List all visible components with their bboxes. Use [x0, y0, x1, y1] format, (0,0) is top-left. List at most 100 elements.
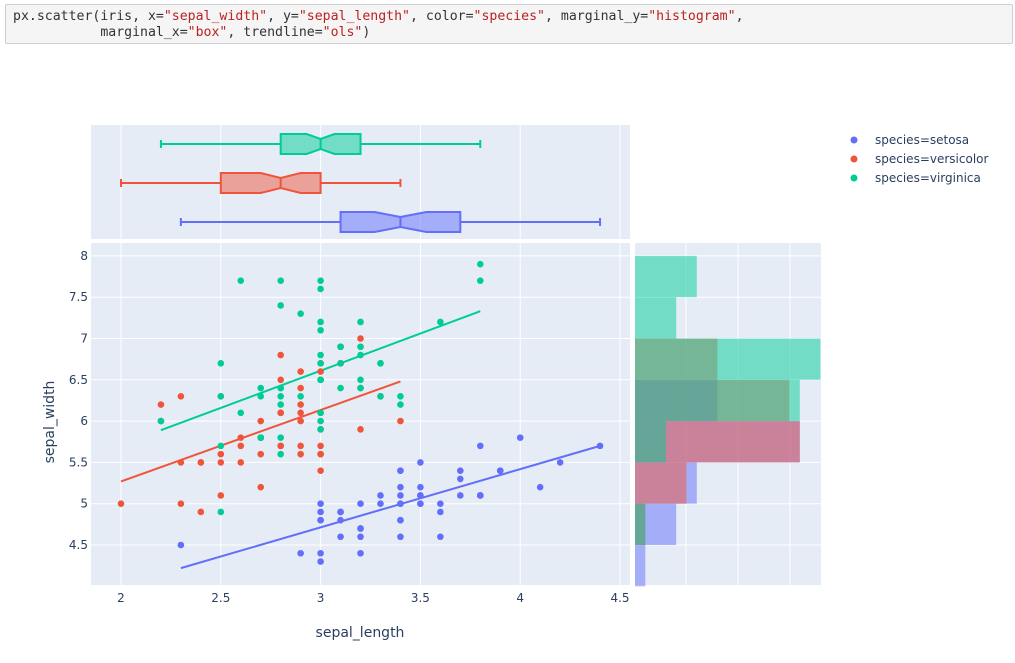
data-point	[437, 508, 444, 516]
data-point	[476, 442, 484, 450]
data-point	[237, 434, 245, 441]
data-point	[297, 549, 304, 557]
data-point	[277, 442, 284, 450]
data-point	[377, 500, 384, 508]
data-point	[397, 500, 404, 508]
data-point	[357, 500, 364, 508]
data-point	[317, 508, 324, 516]
data-point	[357, 343, 364, 351]
data-point	[237, 442, 245, 450]
data-point	[337, 508, 344, 516]
data-point	[437, 318, 444, 326]
legend[interactable]: species=setosa species=versicolor species=…	[850, 133, 989, 185]
data-point	[317, 351, 324, 359]
data-point	[357, 525, 364, 532]
data-point	[217, 508, 225, 516]
data-point	[397, 417, 404, 425]
data-point	[317, 450, 324, 458]
data-point	[177, 393, 185, 400]
legend-label: species=virginica	[875, 171, 981, 185]
y-tick-label: 8	[80, 249, 88, 263]
legend-item[interactable]: species=virginica	[850, 171, 981, 185]
data-point	[277, 409, 284, 417]
data-point	[277, 351, 284, 359]
y-tick-label: 7	[80, 332, 88, 346]
data-point	[377, 492, 384, 499]
histogram-bar	[635, 297, 677, 339]
data-point	[237, 409, 245, 417]
data-point	[337, 533, 344, 541]
data-point	[157, 417, 165, 425]
data-point	[337, 384, 344, 392]
marginal-x-box	[120, 133, 602, 233]
data-point	[357, 318, 364, 326]
legend-item[interactable]: species=setosa	[850, 133, 970, 147]
data-point	[317, 368, 324, 375]
data-point	[536, 483, 544, 491]
data-point	[277, 393, 284, 400]
x-axis-title: sepal_length	[316, 625, 405, 641]
box-body	[219, 172, 322, 194]
data-point	[357, 426, 364, 433]
y-tick-label: 5.5	[69, 455, 88, 469]
y-tick-label: 5	[80, 497, 88, 511]
data-point	[596, 442, 604, 450]
data-point	[337, 516, 344, 524]
data-point	[257, 393, 265, 400]
x-tick-label: 4	[516, 591, 524, 605]
data-point	[317, 558, 324, 565]
data-point	[397, 467, 404, 474]
data-point	[417, 483, 424, 491]
legend-marker-icon	[850, 155, 858, 163]
data-point	[457, 492, 464, 499]
data-point	[277, 384, 284, 392]
data-point	[317, 516, 324, 524]
data-point	[377, 359, 384, 367]
y-tick-label: 6.5	[69, 373, 88, 387]
data-point	[197, 508, 205, 516]
data-point	[157, 401, 165, 408]
data-point	[457, 475, 464, 483]
legend-label: species=setosa	[875, 133, 969, 147]
legend-item[interactable]: species=versicolor	[850, 152, 989, 166]
histogram-bar	[635, 545, 646, 587]
x-tick-label: 4.5	[610, 591, 629, 605]
x-tick-label: 3	[317, 591, 325, 605]
box-versicolor	[120, 172, 402, 194]
data-point	[257, 384, 265, 392]
data-point	[277, 450, 284, 458]
data-point	[317, 285, 324, 293]
histogram-bar	[635, 462, 687, 504]
box-setosa	[179, 211, 602, 233]
data-point	[357, 335, 364, 342]
data-point	[357, 533, 364, 541]
data-point	[337, 343, 344, 351]
data-point	[277, 302, 284, 309]
scatter-points[interactable]	[117, 260, 604, 565]
data-point	[556, 459, 564, 466]
x-tick-label: 2.5	[211, 591, 230, 605]
x-tick-label: 2	[117, 591, 125, 605]
data-point	[357, 549, 364, 557]
data-point	[397, 492, 404, 499]
data-point	[357, 351, 364, 359]
data-point	[437, 500, 444, 508]
trendline	[180, 444, 601, 570]
data-point	[516, 434, 524, 441]
data-point	[397, 516, 404, 524]
data-point	[317, 326, 324, 334]
data-point	[297, 393, 304, 400]
histogram-bar	[635, 421, 666, 463]
data-point	[476, 492, 484, 499]
data-point	[297, 310, 304, 318]
data-point	[317, 442, 324, 450]
data-point	[257, 434, 265, 441]
data-point	[297, 368, 304, 375]
data-point	[297, 442, 304, 450]
x-axis-ticks: 2 2.5 3 3.5 4 4.5	[117, 591, 629, 605]
legend-label: species=versicolor	[875, 152, 988, 166]
y-axis-ticks: 4.5 5 5.5 6 6.5 7 7.5 8	[69, 249, 88, 552]
box-virginica	[159, 133, 482, 155]
code-cell[interactable]: px.scatter(iris, x="sepal_width", y="sep…	[5, 4, 1013, 44]
data-point	[257, 417, 265, 425]
